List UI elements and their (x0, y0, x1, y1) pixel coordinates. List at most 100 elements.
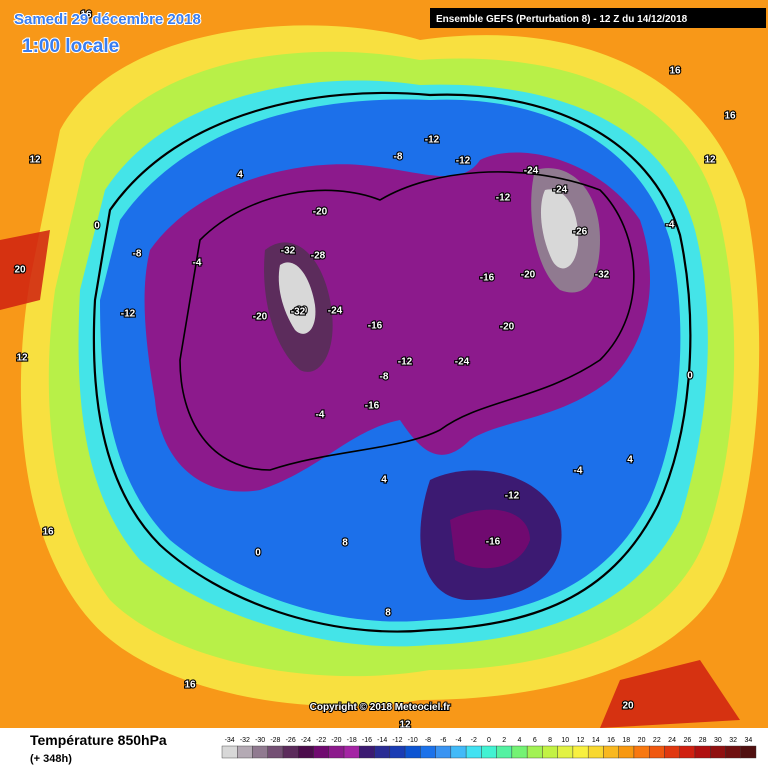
contour-label: 4 (381, 475, 387, 486)
contour-label: 8 (342, 538, 348, 549)
color-swatch (404, 745, 421, 759)
contour-label: -4 (193, 258, 202, 269)
color-swatch (526, 745, 543, 759)
scale-label: 6 (533, 737, 537, 744)
contour-label: 0 (687, 371, 693, 382)
temperature-field (0, 0, 768, 728)
scale-label: -24 (301, 737, 311, 744)
color-swatch (435, 745, 452, 759)
color-swatch (481, 745, 497, 759)
contour-label: 16 (669, 66, 681, 77)
scale-label: 14 (592, 737, 600, 744)
color-swatch (679, 745, 696, 759)
color-swatch (282, 745, 299, 759)
scale-label: -16 (362, 737, 372, 744)
contour-label: 12 (16, 353, 28, 364)
scale-label: -12 (392, 737, 402, 744)
color-swatch (328, 745, 345, 759)
contour-label: -4 (574, 466, 583, 477)
time-title: 1:00 locale (22, 36, 119, 57)
scale-label: -2 (471, 737, 477, 744)
scale-label: -26 (286, 737, 296, 744)
color-swatch (313, 745, 329, 759)
color-swatch (374, 745, 391, 759)
copyright: Copyright © 2018 Meteociel.fr (310, 702, 451, 713)
color-swatch (450, 745, 467, 759)
contour-label: 0 (255, 548, 261, 559)
contour-label: -4 (316, 410, 325, 421)
color-swatch (587, 745, 604, 759)
contour-label: -12 (496, 193, 511, 204)
scale-label: 18 (622, 737, 630, 744)
color-swatch (420, 745, 436, 759)
scale-label: -18 (347, 737, 357, 744)
color-swatch (572, 745, 589, 759)
contour-label: -24 (328, 306, 343, 317)
color-swatch (343, 745, 360, 759)
contour-label: -32 (595, 270, 610, 281)
scale-label: 0 (487, 737, 491, 744)
legend-title: Température 850hPa (30, 732, 167, 748)
scale-label: 28 (699, 737, 707, 744)
color-swatch (237, 745, 253, 759)
color-swatch (221, 745, 238, 759)
scale-label: -10 (408, 737, 418, 744)
contour-label: -8 (394, 152, 403, 163)
contour-label: -28 (311, 251, 326, 262)
color-swatch (511, 745, 528, 759)
scale-label: 20 (638, 737, 646, 744)
color-swatch (740, 745, 757, 759)
scale-label: -34 (225, 737, 235, 744)
color-swatch (694, 745, 711, 759)
scale-label: 26 (683, 737, 691, 744)
map-labels: -12 -8 -12 -24 -12 -24 -20 -28 -32 -20 -32 -24 -20 -1… (13, 9, 737, 732)
scale-label: -20 (331, 737, 341, 744)
color-swatch (725, 745, 741, 759)
contour-label: -20 (293, 306, 308, 317)
color-swatch (496, 745, 513, 759)
contour-label: 12 (704, 155, 716, 166)
contour-label: -16 (365, 401, 380, 412)
contour-label: -24 (524, 166, 539, 177)
scale-label: -30 (255, 737, 265, 744)
contour-label: -12 (121, 309, 136, 320)
contour-label: 20 (622, 701, 634, 712)
contour-label: -20 (521, 270, 536, 281)
zero-isotherm (92, 91, 692, 633)
run-banner (430, 8, 766, 28)
scale-label: -4 (455, 737, 461, 744)
contour-label: -24 (455, 357, 470, 368)
scale-label: -32 (240, 737, 250, 744)
scale-label: 32 (729, 737, 737, 744)
scale-label: 8 (548, 737, 552, 744)
scale-label: -8 (425, 737, 431, 744)
contour-label: 4 (627, 455, 633, 466)
contour-label: -8 (133, 249, 142, 260)
color-swatch (389, 745, 406, 759)
scale-label: 4 (518, 737, 522, 744)
scale-label: 34 (744, 737, 752, 744)
color-swatch (298, 745, 314, 759)
color-swatch (252, 745, 268, 759)
color-swatch (557, 745, 574, 759)
contour-label: -20 (500, 322, 515, 333)
contour-label: -4 (666, 220, 675, 231)
contour-label: 0 (94, 221, 100, 232)
colorbar: -34 -32 -30 -28 -26 -24 -22 -20 -18 -16 -14 -12 -10-… (221, 737, 757, 759)
contour-label: -20 (313, 207, 328, 218)
contour-label: -12 (505, 491, 520, 502)
contour-label: -32 (281, 246, 296, 257)
contour-label: 16 (724, 111, 736, 122)
color-swatch (633, 745, 650, 759)
contour-label: 20 (14, 265, 26, 276)
scale-label: 2 (502, 737, 506, 744)
contour-label: 16 (42, 527, 54, 538)
date-title: Samedi 29 décembre 2018 (14, 11, 201, 28)
color-swatch (359, 745, 375, 759)
contour-label: -26 (573, 227, 588, 238)
scale-label: 16 (607, 737, 615, 744)
scale-label: 22 (653, 737, 661, 744)
contour-label: -24 (553, 185, 568, 196)
contour-label: -16 (486, 537, 501, 548)
